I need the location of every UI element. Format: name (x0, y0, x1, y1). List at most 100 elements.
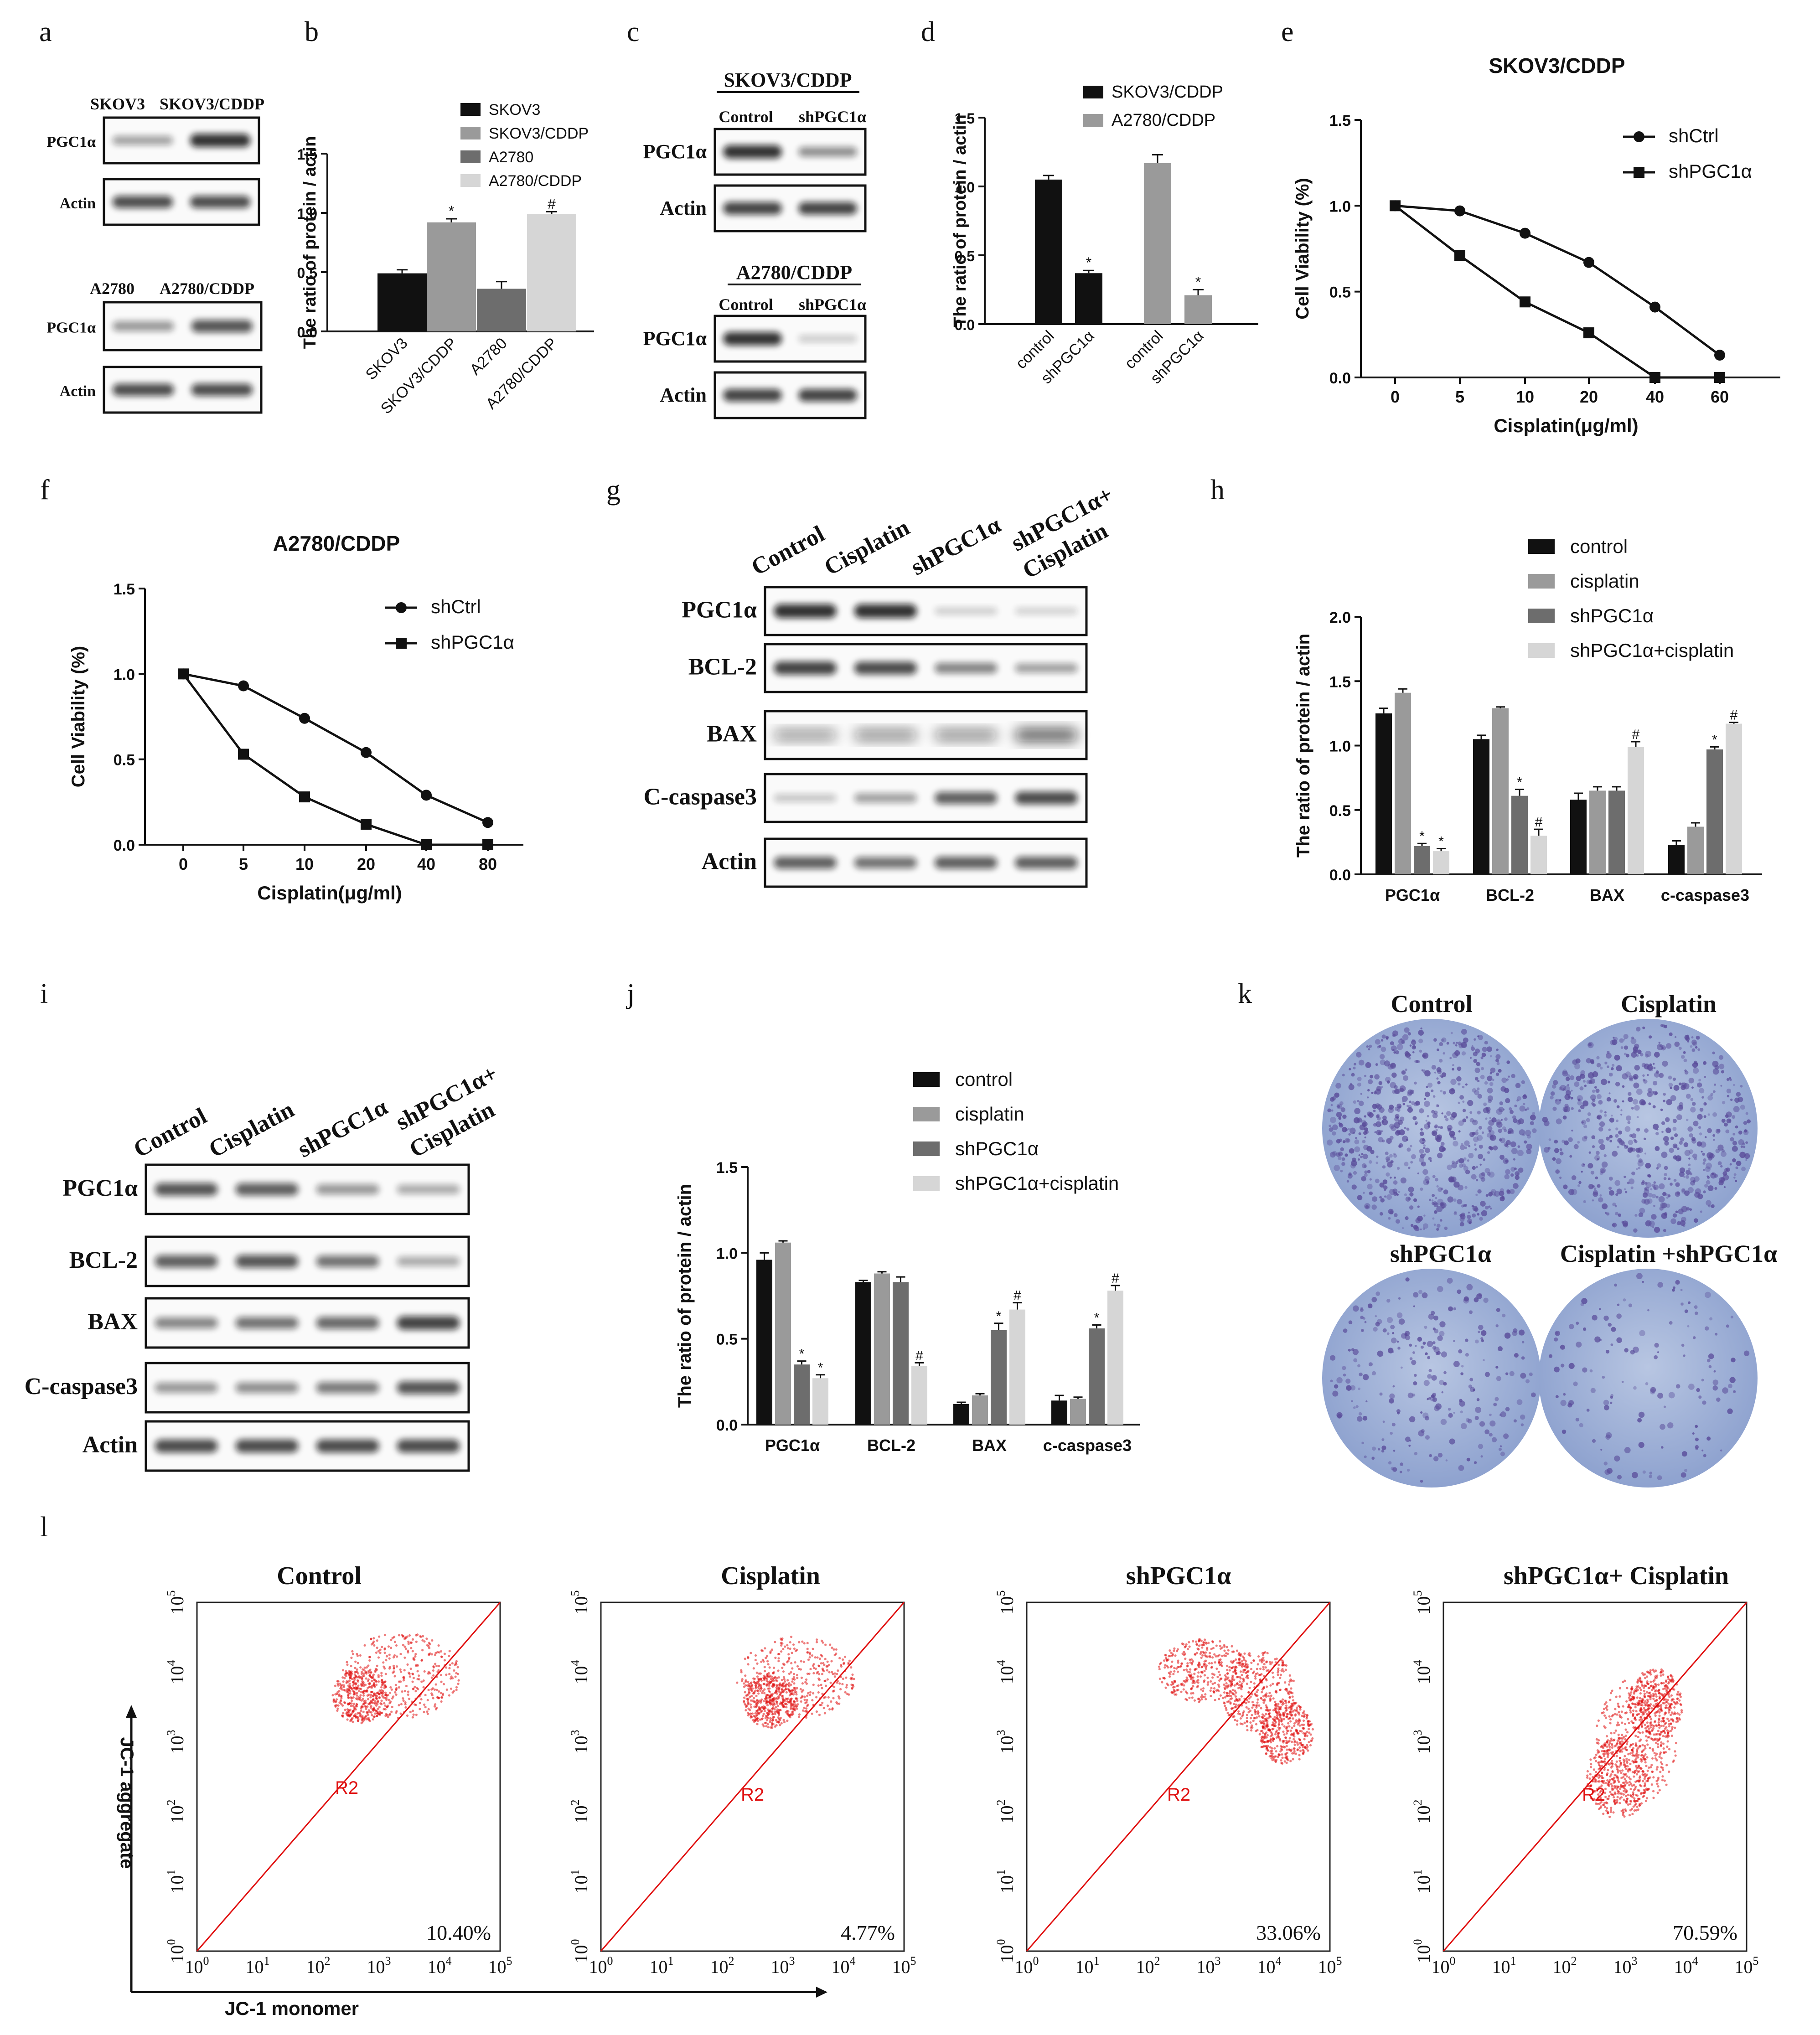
event (808, 1656, 811, 1659)
colony (1564, 1109, 1567, 1113)
colony (1436, 1185, 1439, 1188)
colony (1499, 1101, 1503, 1105)
colony (1375, 1089, 1381, 1095)
event (362, 1697, 364, 1700)
event (1192, 1692, 1194, 1694)
colony (1456, 1076, 1462, 1082)
event (1283, 1725, 1286, 1728)
blot-c-bottom-pgc1a: PGC1α (643, 315, 867, 363)
event (1271, 1750, 1273, 1752)
colony (1399, 1087, 1404, 1092)
colony (1708, 1353, 1714, 1359)
event (1227, 1676, 1230, 1679)
colony (1412, 1116, 1417, 1121)
colony (1595, 1176, 1598, 1180)
event (1635, 1710, 1638, 1713)
colony (1612, 1039, 1618, 1045)
colony (1491, 1437, 1497, 1442)
event (1246, 1682, 1248, 1685)
colony (1361, 1441, 1365, 1445)
colony (1411, 1360, 1417, 1365)
colony (1696, 1388, 1700, 1392)
colony (1654, 1052, 1660, 1058)
event (1276, 1682, 1279, 1684)
event (835, 1701, 838, 1704)
event (411, 1638, 414, 1641)
bar (1608, 790, 1625, 874)
event (743, 1682, 745, 1685)
colony (1604, 1061, 1608, 1064)
colony (1449, 1057, 1452, 1059)
colony (1335, 1083, 1341, 1089)
event (1188, 1645, 1191, 1648)
event (385, 1655, 388, 1658)
blot-band (774, 857, 837, 869)
colony (1680, 1055, 1685, 1059)
event (439, 1650, 443, 1653)
colony (1456, 1042, 1458, 1044)
event (1219, 1640, 1221, 1643)
colony (1582, 1136, 1587, 1142)
colony (1596, 1116, 1600, 1120)
event (751, 1712, 754, 1715)
event (381, 1646, 383, 1648)
colony (1364, 1127, 1368, 1132)
colony (1577, 1095, 1583, 1101)
colony (1432, 1095, 1436, 1098)
colony (1338, 1156, 1342, 1160)
event (369, 1706, 372, 1709)
colony (1505, 1372, 1509, 1375)
event (752, 1667, 755, 1670)
colony (1691, 1036, 1694, 1039)
event (1653, 1751, 1656, 1755)
colony (1607, 1065, 1609, 1069)
colony (1481, 1067, 1484, 1070)
event (840, 1665, 843, 1668)
colony (1605, 1349, 1610, 1354)
colony (1686, 1118, 1689, 1121)
colony (1582, 1079, 1586, 1083)
x-tick-label: 101 (246, 1954, 270, 1977)
event (1302, 1726, 1304, 1729)
colony (1652, 1105, 1656, 1109)
y-tick-label: 104 (165, 1660, 187, 1684)
colony (1432, 1132, 1435, 1134)
blot-band (190, 196, 251, 208)
event (832, 1697, 835, 1699)
event (836, 1681, 838, 1684)
colony (1332, 1390, 1339, 1397)
colony (1453, 1361, 1460, 1368)
event (424, 1694, 427, 1696)
event (1618, 1687, 1622, 1689)
event (1269, 1731, 1272, 1734)
event (1265, 1678, 1267, 1680)
event (1237, 1704, 1240, 1707)
event (1263, 1727, 1267, 1730)
colony (1346, 1138, 1350, 1143)
colony (1336, 1377, 1343, 1384)
y-tick-label: 1.0 (955, 179, 975, 196)
event (786, 1661, 789, 1663)
colony (1385, 1076, 1391, 1083)
colony (1391, 1338, 1397, 1343)
colony (1629, 1178, 1635, 1185)
event (796, 1697, 799, 1700)
colony (1623, 1298, 1626, 1302)
colony (1357, 1082, 1361, 1087)
y-axis-title: The ratio of protein / actin (1293, 634, 1313, 857)
colony (1571, 1129, 1573, 1132)
plate-label: Control (1391, 990, 1472, 1018)
colony (1638, 1442, 1644, 1448)
colony (1358, 1132, 1361, 1136)
event (435, 1706, 438, 1710)
event (1265, 1745, 1267, 1747)
event (822, 1707, 825, 1710)
event (1597, 1719, 1600, 1722)
colony (1506, 1189, 1510, 1193)
event (440, 1696, 443, 1699)
event (1165, 1658, 1168, 1661)
colony (1460, 1372, 1463, 1375)
colony (1514, 1105, 1517, 1107)
event (765, 1695, 768, 1698)
colony (1681, 1188, 1686, 1192)
